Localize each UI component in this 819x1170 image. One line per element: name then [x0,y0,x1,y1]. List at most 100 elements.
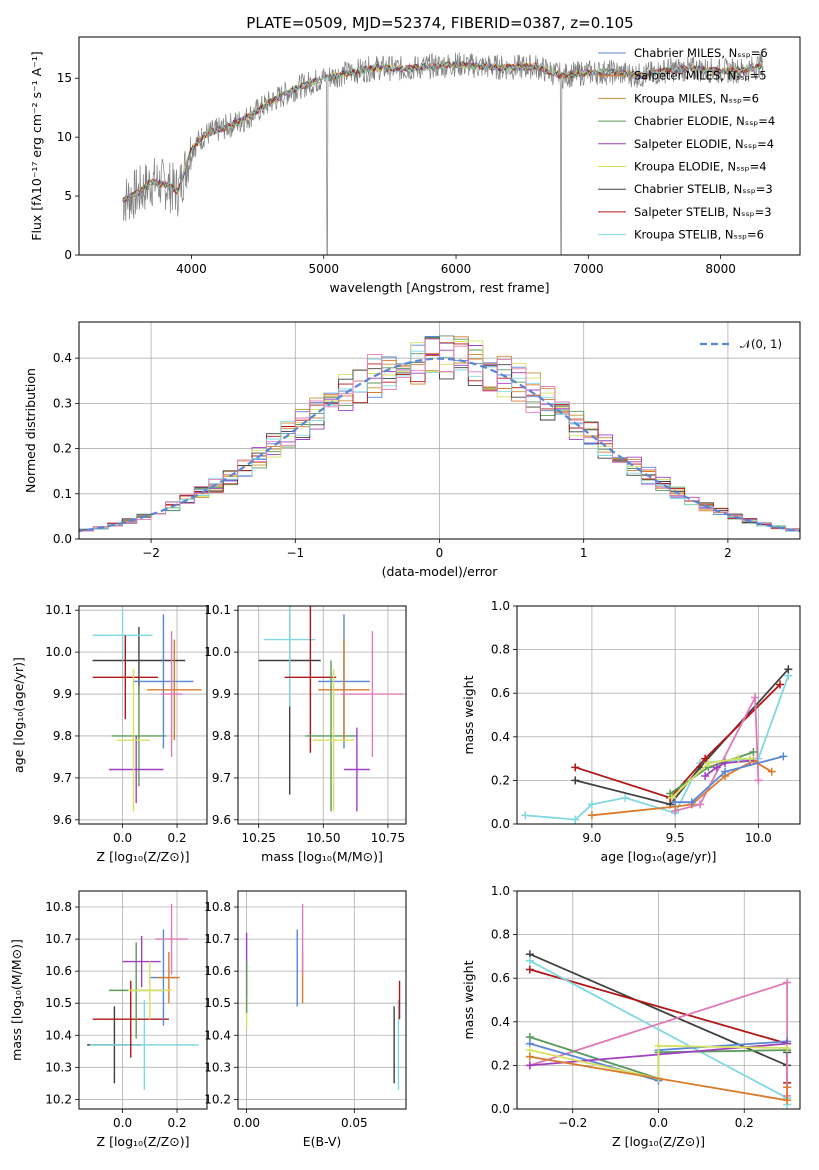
weight-marker [587,811,596,820]
weight-line [671,757,751,799]
legend-label: Salpeter ELODIE, Nₛₛₚ=4 [634,137,774,151]
y-tick-label: 10.2 [45,1092,72,1106]
weight-marker [687,798,696,807]
weight-marker [701,772,710,781]
data-point [263,606,316,707]
data-point [157,951,180,1004]
weight-line [675,755,784,804]
data-point [89,1000,199,1090]
data-point [128,961,172,1020]
legend-label: Chabrier STELIB, Nₛₛₚ=3 [634,182,773,196]
mass_vs_Z-plot-area [79,891,207,1109]
weight-marker [654,1041,663,1050]
y-tick-label: 10.0 [204,645,231,659]
data-point [92,635,158,720]
weight-marker [521,811,530,820]
y-tick-label: 9.7 [212,771,231,785]
x-tick-label: −1 [286,546,304,560]
y-tick-label: 5 [64,189,72,203]
y-tick-label: 0.4 [53,351,72,365]
weight-marker [525,956,534,965]
weight-marker [734,754,743,763]
y-tick-label: 10.2 [204,1092,231,1106]
x-tick-label: 0.0 [113,831,132,845]
weight-marker [751,693,760,702]
weight-marker [767,767,776,776]
x-tick-label: 0.05 [341,1116,368,1130]
axes-frame [237,890,407,1110]
y-axis-label: mass weight [461,960,476,1039]
weight-series [671,752,788,807]
x-tick-label: 0.00 [233,1116,260,1130]
axes-frame [516,605,801,825]
weight-marker [779,752,788,761]
axes-frame [78,605,208,825]
x-axis-label: (data-model)/error [382,564,499,579]
x-tick-label: 1 [580,546,588,560]
y-axis-label: age [log₁₀(age/yr)] [11,657,26,773]
y-tick-label: 0.0 [53,532,72,546]
clipped-series [122,52,764,255]
y-tick-label: 10.8 [204,900,231,914]
weight-marker [754,776,763,785]
x-tick-label: −0.2 [558,1116,587,1130]
y-tick-label: 9.8 [212,729,231,743]
weight-marker [721,767,730,776]
weight-series [671,693,763,815]
mass_weight_vs_age-panel: 9.0 9.5 10.0 0.0 0.2 0.4 0.6 0.8 1.0 age [log₁₀(a… [461,599,801,864]
y-axis-label: Normed distribution [23,368,38,493]
y-tick-label: 10.7 [204,932,231,946]
data-point [133,614,194,749]
weight-marker [671,798,680,807]
data-point [305,660,357,812]
model-spectrum-line [122,60,763,201]
age_vs_Z-panel: 0.0 0.2 9.6 9.7 9.8 9.9 10.0 10.1 Z [log₁₀(Z/Z⊙)… [11,603,208,864]
y-tick-label: 0.0 [491,817,510,831]
x-tick-label: 10.25 [241,831,275,845]
weight-marker [525,1052,534,1061]
clipped-series [521,665,793,824]
y-tick-label: 0.8 [491,928,510,942]
x-tick-label: 9.0 [582,831,601,845]
clipped-series [92,610,202,812]
x-tick-label: 0 [436,546,444,560]
spectrum-panel: 4000 5000 6000 7000 8000 0 5 10 15 wavelength [An… [29,36,801,295]
data-point [341,631,404,757]
y-tick-label: 0.3 [53,396,72,410]
y-axis-label: Flux [fλ10⁻¹⁷ erg cm⁻² s⁻¹ A⁻¹] [29,51,44,240]
x-tick-label: 0.2 [167,1116,186,1130]
y-axis-label: mass [log₁₀(M/M⊙)] [9,939,24,1061]
weight-marker [704,758,713,767]
x-tick-label: 0.0 [113,1116,132,1130]
weight-marker [571,776,580,785]
x-tick-label: 8000 [705,262,736,276]
y-tick-label: 0.2 [491,1058,510,1072]
y-tick-label: 10.5 [45,996,72,1010]
data-point [312,668,355,812]
y-tick-label: 0.6 [491,971,510,985]
y-axis-label: mass weight [461,675,476,754]
x-tick-label: 7000 [573,262,604,276]
y-tick-label: 10.4 [204,1028,231,1042]
legend-label: Kroupa ELODIE, Nₛₛₚ=4 [634,160,767,174]
y-tick-label: 9.6 [212,813,231,827]
x-tick-label: −2 [142,546,160,560]
legend-label: Chabrier ELODIE, Nₛₛₚ=4 [634,114,775,128]
weight-series [525,1041,792,1083]
page-title: PLATE=0509, MJD=52374, FIBERID=0387, z=0… [246,14,633,32]
weight-line [575,683,781,799]
y-tick-label: 0 [64,248,72,262]
x-axis-label: Z [log₁₀(Z/Z⊙)] [97,849,190,864]
y-tick-label: 0.4 [491,730,510,744]
y-tick-label: 10 [57,130,72,144]
y-tick-label: 0.1 [53,487,72,501]
legend-label: Salpeter MILES, Nₛₛₚ=5 [634,69,767,83]
clipped-series [525,950,792,1109]
y-tick-label: 0.0 [491,1102,510,1116]
y-tick-label: 0.6 [491,686,510,700]
x-tick-label: 9.5 [666,831,685,845]
clipped-series [258,606,404,812]
gaussian-curve [79,357,800,533]
axes-frame [237,605,407,825]
